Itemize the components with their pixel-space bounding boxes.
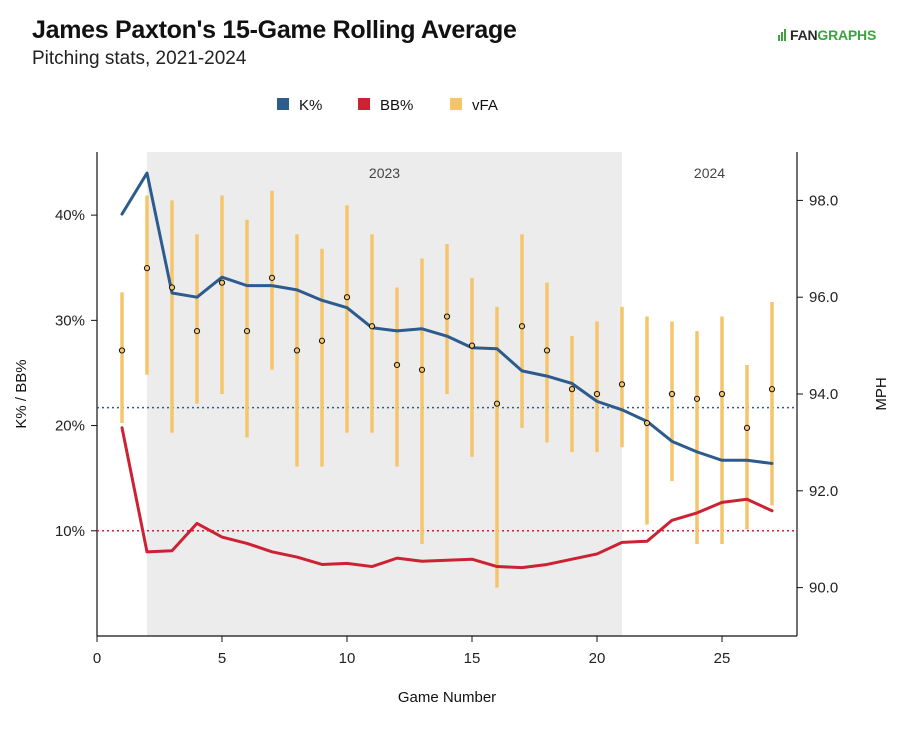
- bb-pct-line: [120, 426, 774, 570]
- y-left-tick-label: 20%: [55, 418, 85, 435]
- vfa-point: [493, 400, 501, 407]
- legend: K% BB% vFA: [277, 97, 498, 114]
- vfa-point: [668, 390, 676, 398]
- vfa-point: [318, 337, 326, 344]
- x-tick-label: 20: [589, 650, 606, 667]
- fangraphs-bars-icon: [778, 29, 788, 41]
- vfa-point: [168, 284, 176, 291]
- vfa-point: [218, 279, 226, 286]
- y-right-tick-label: 94.0: [809, 386, 838, 403]
- y-left-tick-label: 30%: [55, 312, 85, 329]
- vfa-point: [743, 424, 751, 431]
- y-right-axis-title: MPH: [873, 377, 890, 410]
- logo-text-graphs: GRAPHS: [817, 27, 877, 43]
- vfa-point: [643, 419, 651, 427]
- chart-title: James Paxton's 15-Game Rolling Average: [32, 16, 517, 44]
- vfa-point: [693, 395, 701, 402]
- k-pct-line: [120, 171, 774, 465]
- vfa-point: [368, 323, 376, 330]
- legend-label: vFA: [472, 97, 498, 114]
- y-left-tick-label: 10%: [55, 523, 85, 540]
- fangraphs-logo: FAN GRAPHS: [778, 27, 876, 43]
- y-right-tick-label: 90.0: [809, 580, 838, 597]
- vfa-point: [718, 390, 726, 398]
- chart-subtitle: Pitching stats, 2021-2024: [32, 48, 247, 69]
- vfa-point: [193, 327, 201, 335]
- legend-swatch: [450, 98, 462, 110]
- legend-swatch: [277, 98, 289, 110]
- vfa-point: [518, 323, 526, 330]
- legend-label: K%: [299, 97, 322, 114]
- x-tick-label: 25: [714, 650, 731, 667]
- vfa-point: [443, 313, 451, 320]
- logo-text-fan: FAN: [790, 27, 818, 43]
- vfa-point: [268, 274, 276, 281]
- x-tick-label: 10: [339, 650, 356, 667]
- vfa-point: [293, 347, 301, 354]
- y-left-axis-title: K% / BB%: [13, 359, 30, 428]
- vfa-point: [118, 347, 126, 354]
- vfa-point: [768, 386, 776, 393]
- y-right-tick-label: 92.0: [809, 483, 838, 500]
- era-label-2023: 2023: [369, 165, 400, 181]
- vfa-point: [343, 294, 351, 301]
- y-left-tick-label: 40%: [55, 207, 85, 224]
- y-right-tick-label: 96.0: [809, 289, 838, 306]
- vfa-point: [593, 390, 601, 398]
- x-tick-label: 15: [464, 650, 481, 667]
- vfa-point: [468, 342, 476, 349]
- vfa-point: [393, 361, 401, 369]
- era-shade-2023: [147, 152, 622, 636]
- vfa-point: [418, 366, 426, 373]
- x-axis-title: Game Number: [398, 689, 496, 706]
- legend-swatch: [358, 98, 370, 110]
- vfa-point: [568, 386, 576, 393]
- vfa-point: [243, 327, 251, 335]
- x-tick-label: 5: [218, 650, 226, 667]
- vfa-point: [143, 265, 151, 272]
- vfa-point: [618, 381, 626, 388]
- y-right-tick-label: 98.0: [809, 192, 838, 209]
- vfa-point: [543, 347, 551, 354]
- era-label-2024: 2024: [694, 165, 725, 181]
- legend-label: BB%: [380, 97, 413, 114]
- x-tick-label: 0: [93, 650, 101, 667]
